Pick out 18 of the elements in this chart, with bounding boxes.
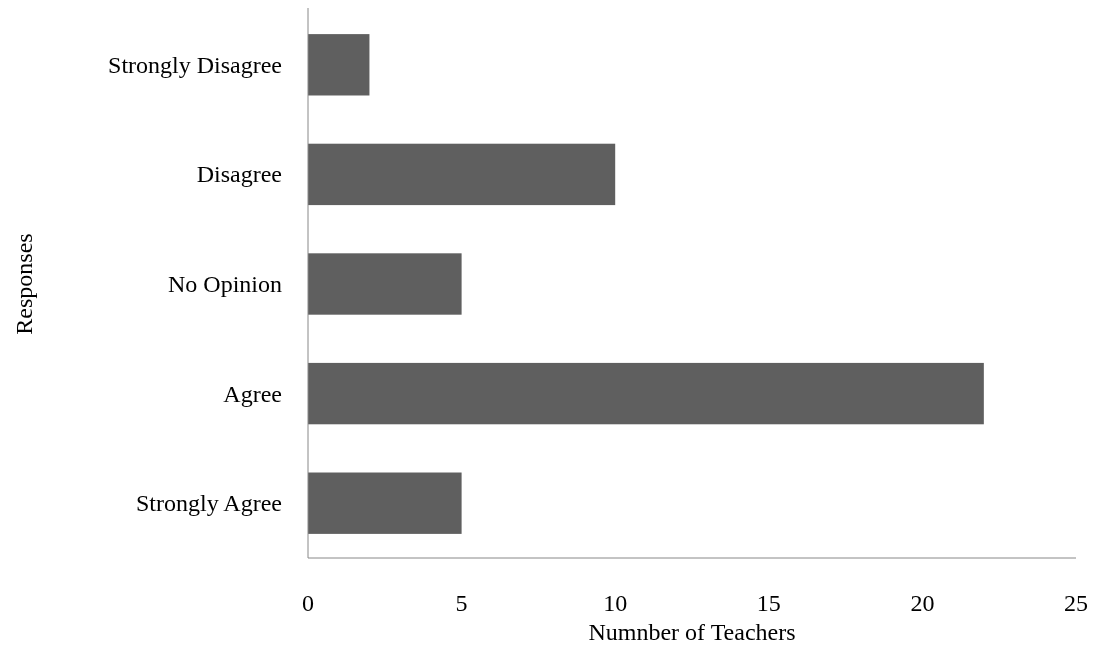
x-tick-label: 0 (302, 590, 314, 616)
y-tick-label: Strongly Agree (136, 490, 282, 517)
x-tick-label: 20 (910, 590, 935, 616)
bar (308, 253, 462, 315)
x-tick-label: 10 (603, 590, 628, 616)
y-tick-label: Strongly Disagree (108, 51, 282, 78)
x-tick-label: 25 (1064, 590, 1088, 616)
y-tick-label: Disagree (196, 161, 282, 188)
bar (308, 143, 616, 206)
x-tick-label: 15 (756, 590, 781, 616)
bar (308, 34, 370, 96)
bar (308, 472, 462, 534)
y-tick-label: No Opinion (168, 271, 282, 297)
bar (308, 362, 984, 425)
y-tick-label: Agree (223, 380, 282, 407)
x-tick-label: 5 (455, 590, 468, 616)
y-axis-title: Responses (11, 233, 37, 335)
x-axis-title: Numnber of Teachers (588, 619, 796, 645)
